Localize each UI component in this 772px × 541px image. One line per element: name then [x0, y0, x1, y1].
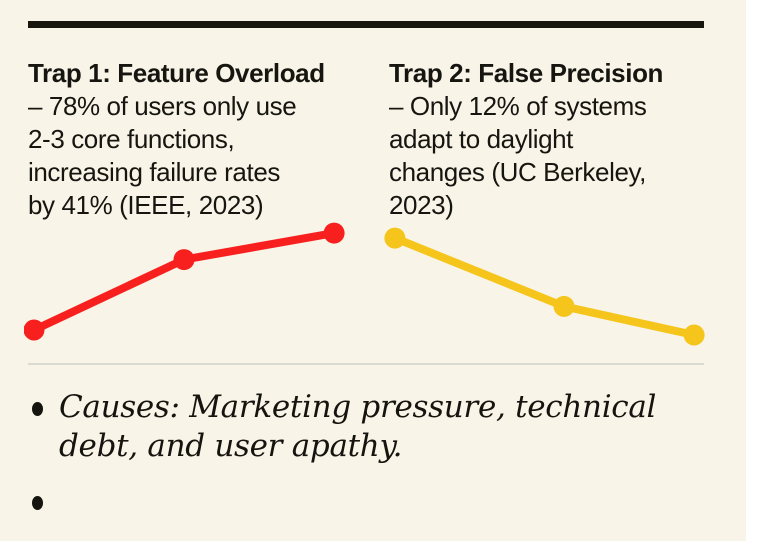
stat-block-trap-1: Trap 1: Feature Overload – 78% of users … [28, 57, 373, 222]
stat-body-line: adapt to daylight [389, 124, 574, 154]
stat-body-line: 2023) [389, 190, 454, 220]
stat-heading-trap-2: Trap 2: False Precision [389, 58, 664, 88]
stat-heading-trap-1: Trap 1: Feature Overload [28, 58, 325, 88]
section-divider [28, 363, 704, 365]
list-item: Causes: Marketing pressure, technical de… [30, 388, 675, 466]
sparkline-chart-trap-1 [24, 222, 345, 341]
bullet-icon [32, 496, 43, 510]
bullet-list: Causes: Marketing pressure, technical de… [30, 388, 675, 510]
stat-body-line: by 41% (IEEE, 2023) [28, 190, 264, 220]
stat-block-trap-2: Trap 2: False Precision – Only 12% of sy… [389, 57, 734, 222]
stat-body-line: 2-3 core functions, [28, 124, 235, 154]
stat-body-line: – Only 12% of systems [389, 91, 647, 121]
stat-body-line: – 78% of users only use [28, 91, 297, 121]
list-item [30, 482, 675, 510]
stat-body-line: increasing failure rates [28, 157, 280, 187]
bullet-text-causes: Causes: Marketing pressure, technical de… [59, 389, 657, 464]
edge-shadow [744, 150, 772, 250]
sparkline-chart-trap-2 [384, 227, 705, 346]
bullet-icon [32, 402, 43, 416]
slide-panel: Trap 1: Feature Overload – 78% of users … [0, 0, 746, 541]
top-rule [28, 21, 704, 28]
stat-body-line: changes (UC Berkeley, [389, 157, 647, 187]
